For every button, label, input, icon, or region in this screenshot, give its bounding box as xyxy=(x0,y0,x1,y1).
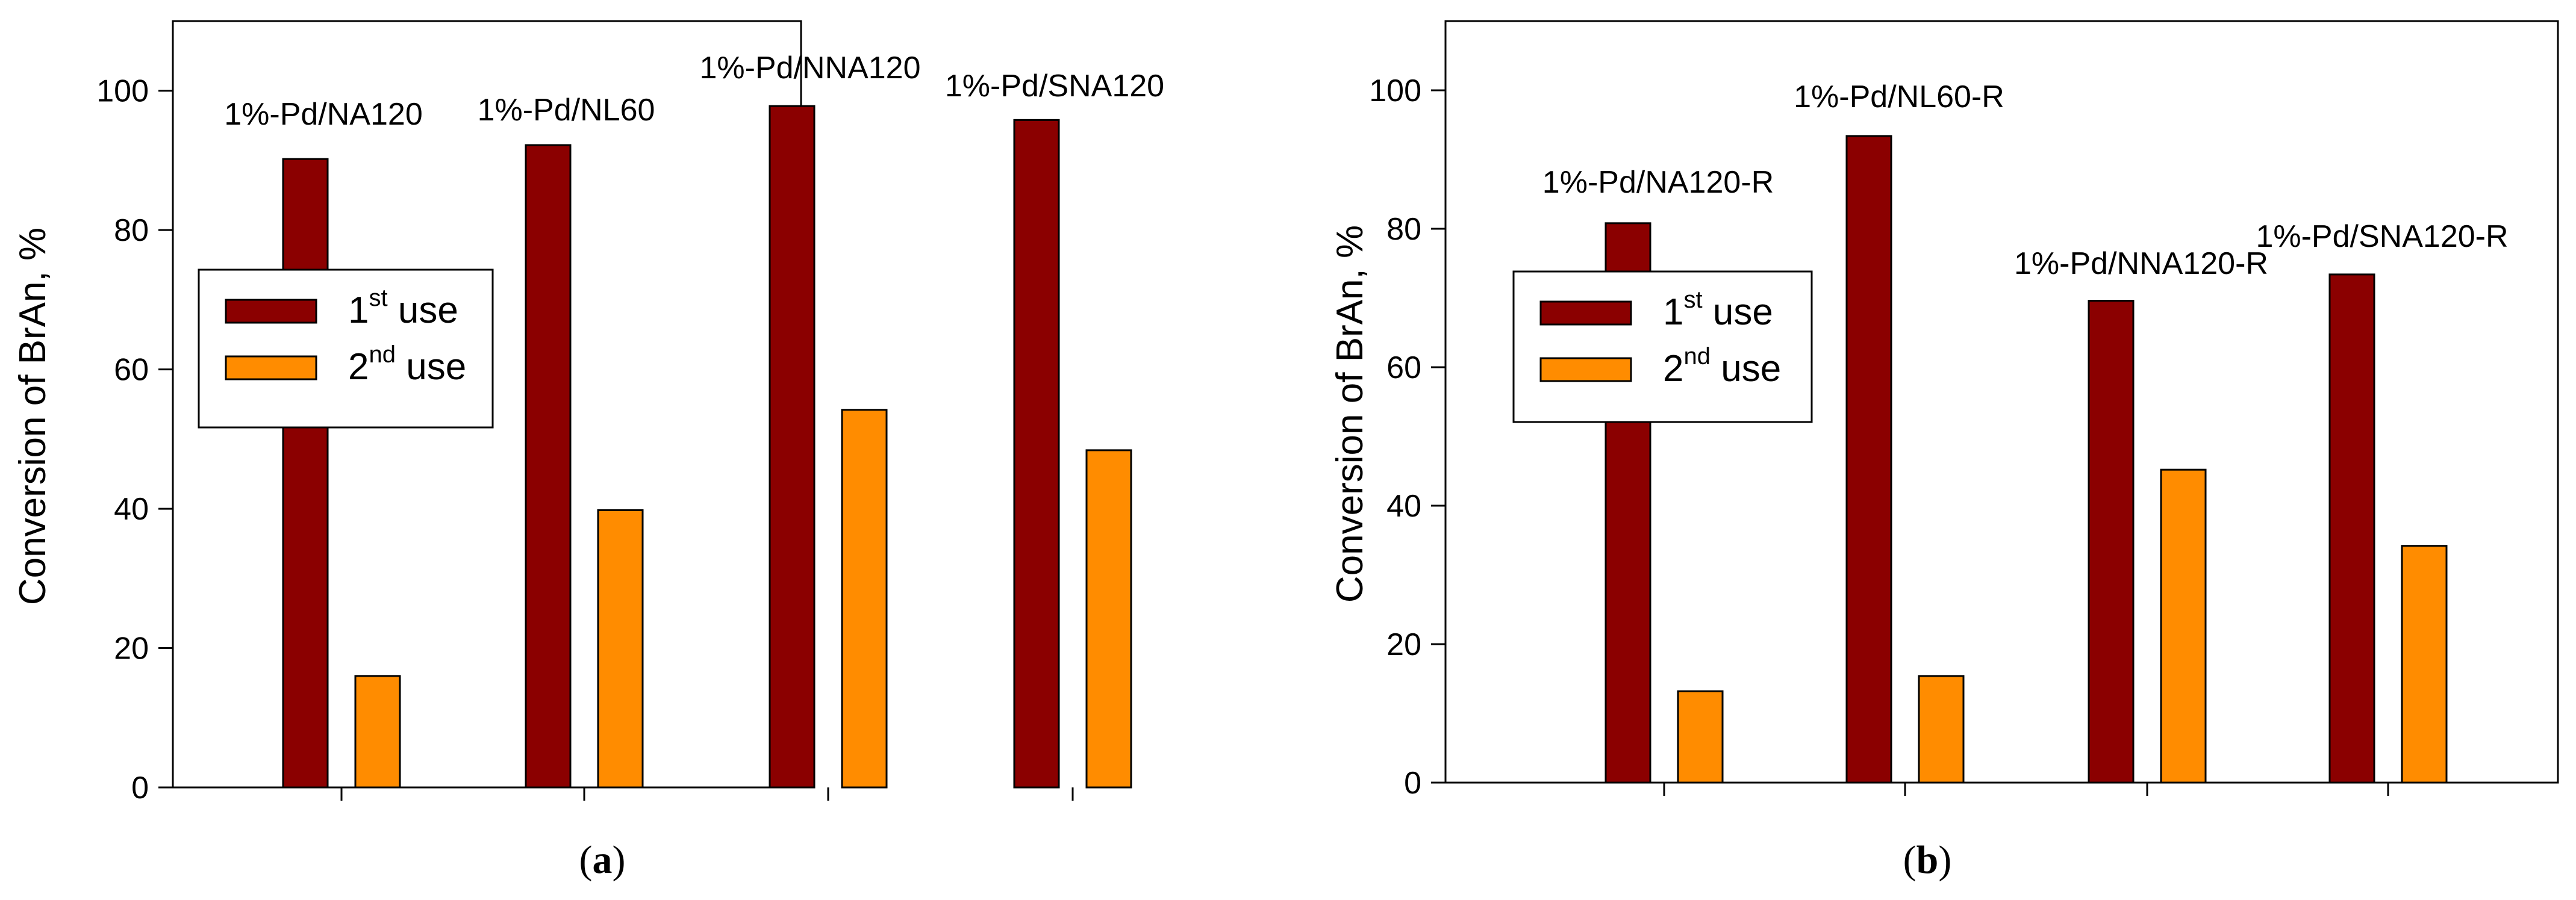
panel-caption-open: ( xyxy=(1903,838,1916,882)
legend-entry-superscript: st xyxy=(369,285,387,311)
category-label: 1%-Pd/NNA120-R xyxy=(2014,246,2268,281)
legend-entry-text: use xyxy=(396,346,466,388)
first-use-bar xyxy=(525,144,572,789)
second-use-bar xyxy=(1085,449,1132,789)
y-tick-label: 80 xyxy=(114,213,149,248)
y-tick-label: 80 xyxy=(1386,212,1421,247)
category-label: 1%-Pd/SNA120-R xyxy=(2256,219,2508,254)
legend-box xyxy=(198,268,494,429)
panel-caption: (b) xyxy=(1903,838,1952,882)
category-label: 1%-Pd/NL60-R xyxy=(1794,79,2004,114)
second-use-legend-swatch xyxy=(1539,357,1632,382)
category-label: 1%-Pd/NNA120 xyxy=(699,51,920,85)
y-tick-label: 40 xyxy=(114,492,149,527)
legend-entry-superscript: st xyxy=(1683,287,1702,313)
second-use-bar xyxy=(1918,675,1965,784)
legend-entry-text: use xyxy=(1711,348,1781,389)
second-use-bar xyxy=(1677,690,1724,784)
panel-caption-close: ) xyxy=(1938,838,1951,882)
first-use-bar xyxy=(1013,119,1060,789)
y-tick-label: 40 xyxy=(1386,489,1421,524)
y-axis-label: Conversion of BrAn, % xyxy=(1329,225,1371,603)
category-label: 1%-Pd/NL60 xyxy=(478,93,655,128)
first-use-bar xyxy=(769,105,816,789)
second-use-legend-swatch xyxy=(225,355,317,380)
legend-entry-number: 2 xyxy=(348,346,369,388)
y-tick-label: 100 xyxy=(1369,73,1421,108)
chart-panel-b: 0 20 40 60 80 100 Conversion of BrAn, % 1%-Pd/N… xyxy=(1329,20,2559,882)
legend-entry: 1st use xyxy=(1663,287,1773,333)
legend-entry-text: use xyxy=(388,290,458,331)
y-axis-label: Conversion of BrAn, % xyxy=(12,228,54,605)
panel-caption-close: ) xyxy=(613,838,626,882)
second-use-bar xyxy=(354,675,401,789)
first-use-bar xyxy=(2328,273,2375,784)
legend-entry: 1st use xyxy=(348,285,458,331)
first-use-bar xyxy=(282,158,329,789)
second-use-bar xyxy=(2401,545,2448,784)
second-use-bar xyxy=(597,509,644,789)
y-tick-label: 20 xyxy=(114,632,149,666)
legend-entry-text: use xyxy=(1703,291,1773,333)
legend-entry-superscript: nd xyxy=(1683,343,1711,370)
legend-entry: 2nd use xyxy=(1663,343,1781,389)
category-label: 1%-Pd/SNA120 xyxy=(945,69,1164,104)
panel-caption: (a) xyxy=(579,838,626,882)
category-label: 1%-Pd/NA120-R xyxy=(1542,165,1774,200)
y-tick-label: 60 xyxy=(114,353,149,388)
chart-panel-a: 0 20 40 60 80 100 Conversion of BrAn, % 1%-Pd/N… xyxy=(12,20,1164,882)
y-tick-label: 0 xyxy=(1404,766,1421,801)
y-tick-label: 100 xyxy=(96,74,149,109)
legend-entry-number: 1 xyxy=(1663,291,1683,333)
legend-entry-number: 2 xyxy=(1663,348,1683,389)
y-tick-label: 0 xyxy=(131,771,149,805)
first-use-legend-swatch xyxy=(1539,300,1632,326)
y-tick-label: 60 xyxy=(1386,350,1421,385)
second-use-bar xyxy=(2160,468,2207,784)
first-use-bar xyxy=(2088,300,2135,784)
first-use-bar xyxy=(1845,135,1892,784)
legend-entry-number: 1 xyxy=(348,290,369,331)
category-label: 1%-Pd/NA120 xyxy=(224,97,423,132)
second-use-bar xyxy=(841,409,888,789)
legend-box xyxy=(1512,270,1813,423)
plot-frame xyxy=(1444,20,2559,784)
legend-entry: 2nd use xyxy=(348,341,466,388)
panel-caption-open: ( xyxy=(579,838,593,882)
y-tick-label: 20 xyxy=(1386,627,1421,662)
panel-caption-letter: b xyxy=(1916,838,1939,882)
legend-entry-superscript: nd xyxy=(369,341,396,368)
panel-caption-letter: a xyxy=(593,838,613,882)
first-use-legend-swatch xyxy=(225,299,317,324)
